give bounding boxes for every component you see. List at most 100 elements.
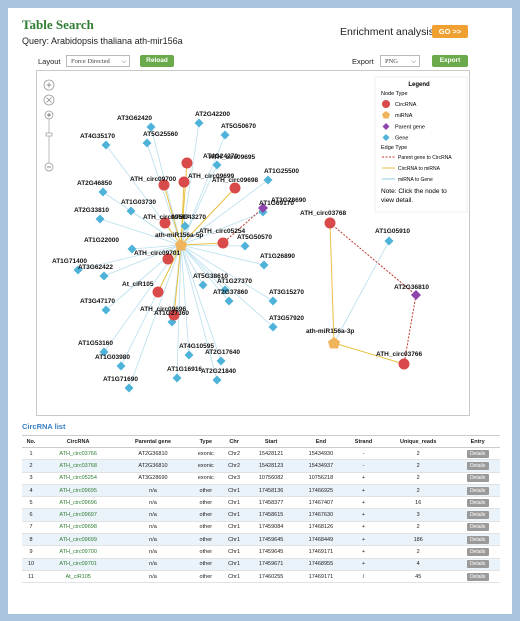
gene-label: AT1G27360 bbox=[154, 310, 189, 317]
zoom-out-icon[interactable] bbox=[44, 162, 54, 172]
circrna-link[interactable]: ATH_circ09697 bbox=[40, 508, 117, 522]
circrna-node-at_cir105[interactable] bbox=[152, 286, 164, 298]
gene-node-at5g43270[interactable] bbox=[180, 221, 190, 231]
column-header: Type bbox=[189, 435, 222, 448]
table-cell: 17458615 bbox=[246, 508, 297, 522]
circrna-node-ath_circ09695[interactable] bbox=[181, 157, 193, 169]
gene-node-at1g03730[interactable] bbox=[126, 206, 136, 216]
circrna-link[interactable]: ATH_circ03768 bbox=[40, 459, 117, 473]
parent-gene-label: AT2G36810 bbox=[394, 284, 429, 291]
gene-node-at4g24270[interactable] bbox=[212, 160, 222, 170]
layout-select[interactable]: Force Directed ⌵ bbox=[66, 55, 130, 67]
table-cell: 2 bbox=[381, 459, 456, 473]
details-button[interactable]: Details bbox=[466, 523, 489, 532]
gene-node-at2g37860[interactable] bbox=[224, 296, 234, 306]
table-cell: n/a bbox=[116, 570, 190, 584]
zoom-slider-handle[interactable] bbox=[45, 132, 53, 137]
gene-node-at2g46850[interactable] bbox=[98, 187, 108, 197]
details-button[interactable]: Details bbox=[466, 572, 489, 581]
expand-icon[interactable] bbox=[43, 94, 55, 106]
details-button[interactable]: Details bbox=[466, 535, 489, 544]
table-cell: 15434937 bbox=[296, 459, 346, 473]
gene-node-at2g21840[interactable] bbox=[212, 375, 222, 385]
circrna-node-ath_circ09698[interactable] bbox=[229, 182, 241, 194]
circrna-link[interactable]: At_ciR105 bbox=[40, 570, 117, 584]
gene-node-at1g16916[interactable] bbox=[172, 373, 182, 383]
details-button[interactable]: Details bbox=[466, 511, 489, 520]
details-button[interactable]: Details bbox=[466, 498, 489, 507]
export-format-select[interactable]: PNG ⌵ bbox=[380, 55, 420, 67]
gene-node-at3g47170[interactable] bbox=[101, 305, 111, 315]
circrna-label: ATH_circ05254 bbox=[199, 228, 246, 235]
table-cell: Chr1 bbox=[222, 533, 247, 547]
entry-cell: Details bbox=[455, 472, 500, 485]
go-button[interactable]: GO >> bbox=[432, 25, 468, 38]
details-button[interactable]: Details bbox=[466, 461, 489, 470]
circrna-link[interactable]: ATH_circ09695 bbox=[40, 484, 117, 498]
table-cell: + bbox=[345, 558, 382, 571]
gene-node-at5g38610[interactable] bbox=[198, 280, 208, 290]
circrna-node-ath_circ09699[interactable] bbox=[178, 176, 190, 188]
table-cell: 4 bbox=[22, 484, 41, 498]
parent-gene-node-at2g36810[interactable] bbox=[411, 290, 421, 300]
mirna-hub-node-3p[interactable] bbox=[328, 337, 340, 349]
gene-node-at2g33810[interactable] bbox=[95, 214, 105, 224]
table-cell: + bbox=[345, 521, 382, 535]
table-cell: exonic bbox=[189, 472, 222, 485]
reload-button[interactable]: Reload bbox=[140, 55, 174, 67]
circrna-node-ath_circ03768[interactable] bbox=[324, 217, 336, 229]
details-button[interactable]: Details bbox=[466, 474, 489, 483]
gene-node-at3g62420[interactable] bbox=[146, 122, 156, 132]
entry-cell: Details bbox=[455, 484, 500, 498]
circrna-link[interactable]: ATH_circ09701 bbox=[40, 558, 117, 571]
details-button[interactable]: Details bbox=[466, 548, 489, 557]
details-button[interactable]: Details bbox=[466, 449, 489, 458]
gene-node-at2g17640[interactable] bbox=[216, 356, 226, 366]
gene-node-at1g05910[interactable] bbox=[384, 236, 394, 246]
circrna-link[interactable]: ATH_circ09698 bbox=[40, 521, 117, 535]
zoom-in-icon[interactable] bbox=[44, 110, 54, 120]
gene-node-at1g71690[interactable] bbox=[124, 383, 134, 393]
mirna-gene-edge bbox=[180, 244, 204, 286]
network-graph[interactable]: AT2G42200 AT3G62420 AT5G50670 AT4G35170 AT5G… bbox=[36, 70, 470, 416]
circrna-node-ath_circ03766[interactable] bbox=[398, 358, 410, 370]
circrna-node-ath_circ05254[interactable] bbox=[217, 237, 229, 249]
circrna-link[interactable]: ATH_circ05254 bbox=[40, 472, 117, 485]
parent-gene-node-at3g28690[interactable] bbox=[258, 203, 268, 213]
fit-view-icon[interactable] bbox=[43, 79, 55, 91]
details-button[interactable]: Details bbox=[466, 486, 489, 495]
gene-node-at2g42200[interactable] bbox=[194, 118, 204, 128]
circrna-link[interactable]: ATH_circ09700 bbox=[40, 545, 117, 559]
gene-node-at1g71400[interactable] bbox=[73, 265, 83, 275]
network-canvas[interactable]: AT2G42200 AT3G62420 AT5G50670 AT4G35170 AT5G… bbox=[37, 71, 469, 415]
gene-node-at1g03980[interactable] bbox=[116, 361, 126, 371]
mirna-hub-node-5p[interactable] bbox=[175, 239, 187, 251]
legend: Legend Node Type CircRNA miRNA Parent ge… bbox=[374, 76, 468, 213]
gene-node-at4g35170[interactable] bbox=[101, 140, 111, 150]
details-button[interactable]: Details bbox=[466, 560, 489, 569]
circrna-node-ath_circ09696[interactable] bbox=[168, 309, 180, 321]
gene-node-at1g27370[interactable] bbox=[220, 285, 230, 295]
gene-node-at3g15270[interactable] bbox=[268, 296, 278, 306]
circrna-link[interactable]: ATH_circ09696 bbox=[40, 496, 117, 510]
gene-node-at5g25560[interactable] bbox=[142, 138, 152, 148]
gene-node-at5g50670[interactable] bbox=[220, 130, 230, 140]
circrna-node-ath_circ09700[interactable] bbox=[158, 179, 170, 191]
table-cell: 45 bbox=[381, 570, 456, 584]
gene-node-at1g25500[interactable] bbox=[263, 175, 273, 185]
gene-node-at1g53160[interactable] bbox=[99, 347, 109, 357]
circrna-node-ath_circ09697[interactable] bbox=[159, 217, 171, 229]
circrna-link[interactable]: ATH_circ09699 bbox=[40, 533, 117, 547]
gene-label: AT2G42200 bbox=[195, 111, 230, 118]
gene-node-at1g22000[interactable] bbox=[127, 244, 137, 254]
export-button[interactable]: Export bbox=[432, 55, 468, 67]
gene-node-at1g26890[interactable] bbox=[259, 260, 269, 270]
circrna-link[interactable]: ATH_circ03766 bbox=[40, 447, 117, 461]
circrna-node-ath_circ09701[interactable] bbox=[162, 253, 174, 265]
gene-node-at3g57920[interactable] bbox=[268, 322, 278, 332]
zoom-controls[interactable] bbox=[43, 79, 55, 172]
table-row: 1 ATH_circ03766 AT2G36810 exonic Chr2 1542812… bbox=[22, 447, 500, 461]
gene-node-at3g62422[interactable] bbox=[99, 271, 109, 281]
gene-node-at4g10595[interactable] bbox=[184, 350, 194, 360]
gene-node-at5g50570[interactable] bbox=[240, 241, 250, 251]
